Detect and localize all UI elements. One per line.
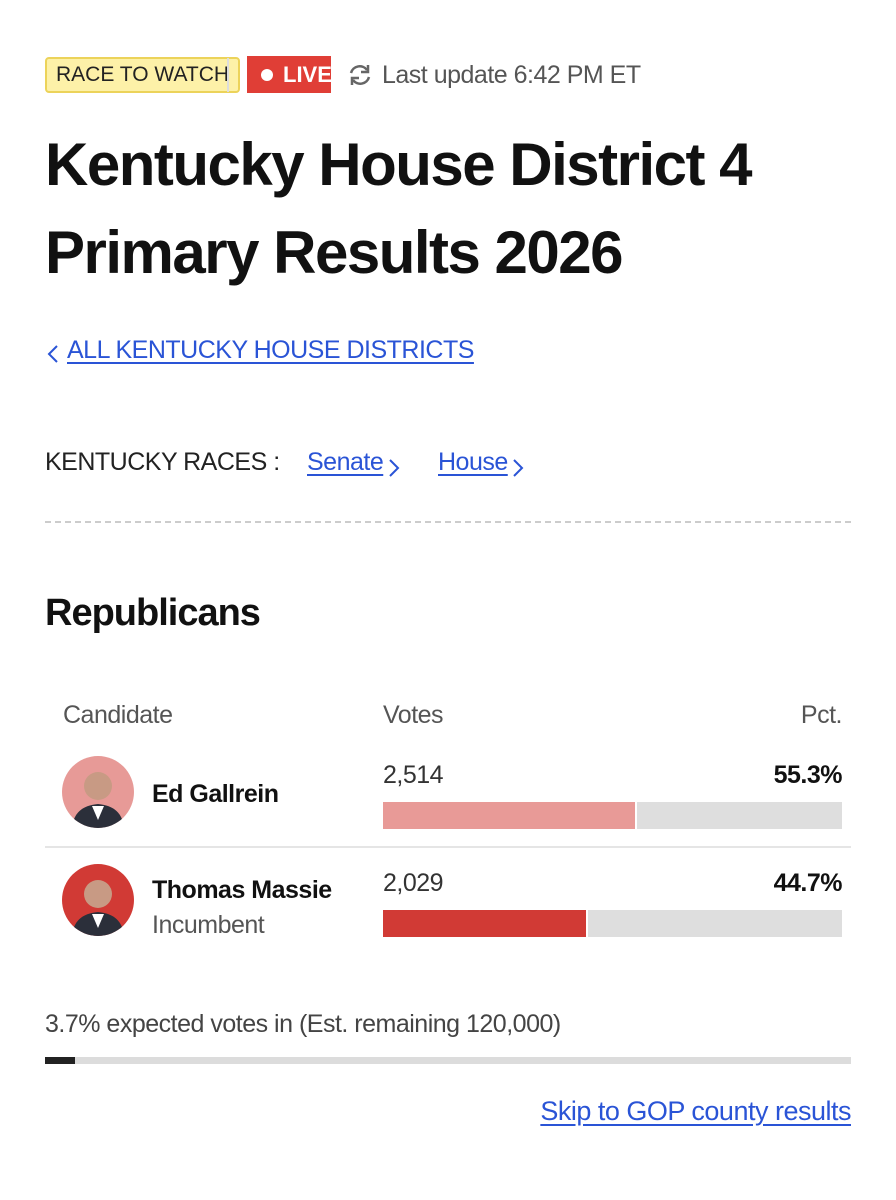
section-title: Republicans [45,592,261,634]
refresh-icon [349,65,371,85]
avatar-silhouette [72,880,124,936]
vote-percent: 44.7% [773,869,843,897]
progress-track [45,1057,851,1064]
race-link[interactable]: Senate [307,448,384,476]
row-divider [45,846,851,848]
progress-fill [45,1057,75,1064]
live-dot [261,69,273,81]
races-label: KENTUCKY RACES : [45,448,280,476]
bar-track [383,802,842,829]
avatar-silhouette [72,772,124,828]
live-label: LIVE [283,62,332,87]
vote-bar [383,910,589,937]
chevron-right [389,459,400,477]
skip-link[interactable]: Skip to GOP county results [540,1096,851,1126]
vote-percent: 55.3% [773,761,843,789]
column-header: Pct. [800,701,843,729]
bar-track [383,910,842,937]
candidate-name: Thomas Massie [152,876,332,904]
vote-count: 2,029 [383,869,444,897]
column-header: Votes [383,701,444,729]
page-title: Kentucky House District 4 [45,131,753,198]
dashed-divider [45,521,851,523]
candidate-photo [62,864,134,936]
vote-count: 2,514 [383,761,444,789]
race-badge: RACE TO WATCH [45,57,241,93]
race-link[interactable]: House [438,448,508,476]
vote-bar [383,802,637,829]
chevron-left [47,345,58,363]
column-header: Candidate [63,701,173,729]
page-title: Primary Results 2026 [45,219,624,286]
divider [227,58,229,92]
progress-text: 3.7% expected votes in (Est. remaining 1… [45,1010,561,1038]
candidate-name: Ed Gallrein [152,780,279,808]
live-badge: LIVE [247,56,332,93]
candidate-note: Incumbent [152,911,265,939]
last-update: Last update 6:42 PM ET [382,61,641,89]
candidate-photo [62,756,134,828]
chevron-right [513,459,524,477]
back-link[interactable]: ALL KENTUCKY HOUSE DISTRICTS [67,336,474,364]
